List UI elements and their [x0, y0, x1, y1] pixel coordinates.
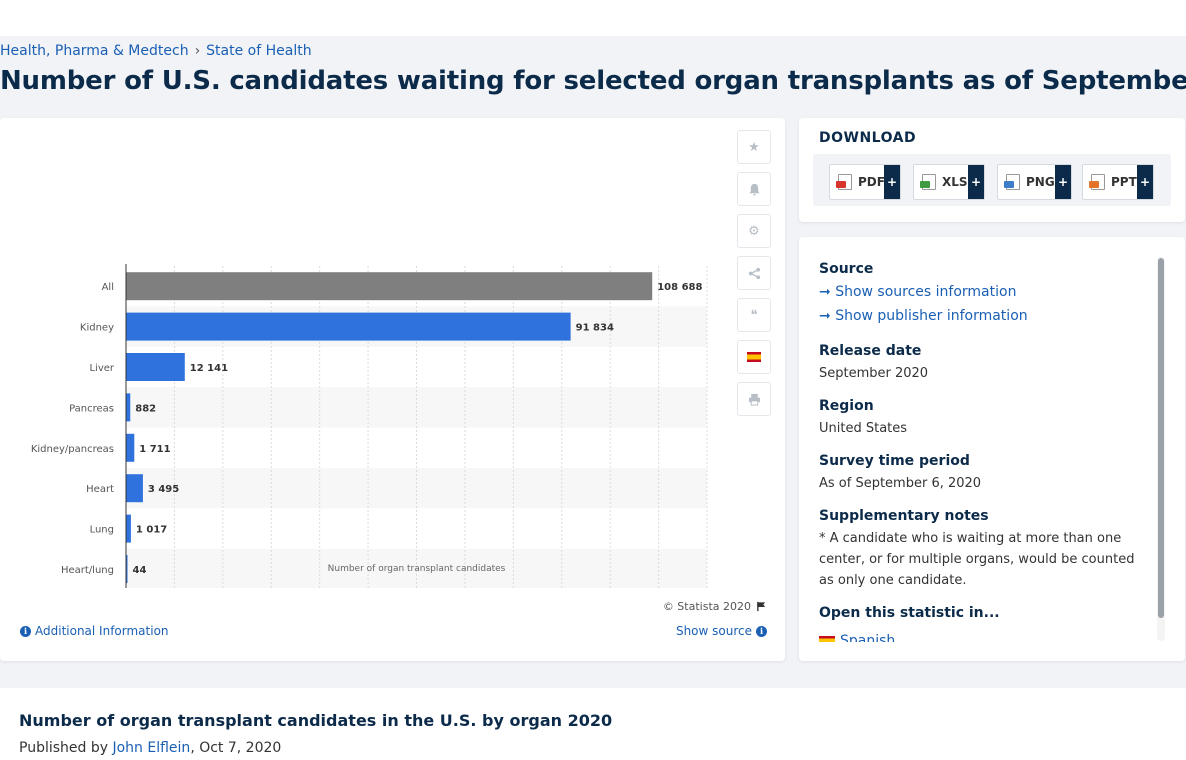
additional-information-label: Additional Information	[35, 624, 169, 638]
bar-heart-lung	[126, 555, 128, 583]
download-xls-button[interactable]: XLS +	[913, 164, 985, 200]
category-label: Kidney/pancreas	[31, 444, 114, 455]
release-date-heading: Release date	[819, 343, 922, 359]
download-card: DOWNLOAD PDF + XLS + PNG + PPT +	[799, 118, 1185, 222]
pdf-label: PDF	[858, 175, 885, 189]
supplementary-notes-value: * A candidate who is waiting at more tha…	[819, 531, 1135, 588]
plus-icon: +	[884, 165, 900, 199]
category-label: Pancreas	[69, 403, 114, 414]
region-heading: Region	[819, 398, 874, 414]
category-label: Heart	[86, 484, 114, 495]
credit-text: © Statista 2020	[662, 600, 751, 613]
category-label: Kidney	[80, 323, 114, 334]
bar-chart: 108 688 All 91 834 Kidney 12 141 Liver 882 Panc…	[31, 264, 708, 588]
bar-heart	[126, 474, 143, 503]
flag-icon	[757, 601, 766, 612]
flag-spain-icon[interactable]	[737, 340, 771, 374]
additional-information-link[interactable]: i Additional Information	[20, 624, 169, 638]
plus-icon: +	[968, 165, 984, 199]
bar-value-label: 3 495	[148, 484, 179, 495]
category-label: Lung	[90, 525, 114, 536]
page-title: Number of U.S. candidates waiting for se…	[0, 66, 1186, 96]
survey-period-value: As of September 6, 2020	[819, 476, 982, 491]
bar-value-label: 108 688	[657, 282, 702, 293]
bell-icon[interactable]	[737, 172, 771, 206]
published-date: , Oct 7, 2020	[190, 740, 282, 756]
survey-period-heading: Survey time period	[819, 453, 970, 469]
statista-credit[interactable]: © Statista 2020	[663, 600, 767, 613]
download-title: DOWNLOAD	[819, 130, 917, 146]
arrow-right-icon: ➞	[819, 308, 836, 324]
bar-value-label: 91 834	[576, 323, 614, 334]
chart-card: 108 688 All 91 834 Kidney 12 141 Liver 882 Panc…	[0, 118, 785, 661]
show-sources-label: Show sources information	[835, 284, 1017, 300]
related-statistic: Number of organ transplant candidates in…	[0, 688, 1186, 760]
show-source-link[interactable]: Show source i	[676, 624, 767, 638]
flag-spain-icon	[819, 635, 835, 642]
download-buttons: PDF + XLS + PNG + PPT +	[813, 154, 1171, 206]
show-publisher-link[interactable]: ➞ Show publisher information	[819, 308, 1028, 324]
open-statistic-heading: Open this statistic in...	[819, 605, 1000, 621]
bar-value-label: 1 711	[139, 444, 170, 455]
breadcrumb: Health, Pharma & Medtech › State of Health	[0, 43, 312, 59]
show-source-label: Show source	[675, 624, 752, 638]
related-title[interactable]: Number of organ transplant candidates in…	[19, 711, 613, 730]
share-icon[interactable]	[737, 256, 771, 290]
source-heading: Source	[819, 261, 874, 277]
info-icon: i	[20, 625, 31, 637]
bar-kidney	[126, 312, 571, 341]
published-line: Published by John Elflein, Oct 7, 2020	[19, 740, 281, 756]
release-date-value: September 2020	[819, 366, 929, 381]
print-icon[interactable]	[737, 382, 771, 416]
bar-all	[126, 272, 653, 301]
category-label: Heart/lung	[61, 565, 114, 576]
plus-icon: +	[1055, 165, 1071, 199]
pdf-file-icon	[836, 174, 852, 190]
bar-liver	[126, 353, 185, 381]
author-link[interactable]: John Elflein	[112, 740, 191, 756]
png-file-icon	[1004, 174, 1020, 190]
breadcrumb-item-health[interactable]: Health, Pharma & Medtech	[0, 43, 189, 59]
bar-value-label: 44	[133, 565, 147, 576]
category-label: All	[102, 282, 114, 293]
published-prefix: Published by	[19, 740, 109, 756]
info-icon: i	[756, 625, 767, 637]
arrow-right-icon: ➞	[819, 284, 836, 300]
breadcrumb-item-state-of-health[interactable]: State of Health	[206, 43, 312, 59]
chart-tools: ★ ⚙ ❝	[737, 130, 771, 424]
details-content: Source ➞ Show sources information ➞ Show…	[819, 237, 1149, 642]
bar-lung	[126, 514, 131, 543]
bar-kidney-pancreas	[126, 433, 135, 462]
plus-icon: +	[1137, 165, 1153, 199]
x-axis-title: Number of organ transplant candidates	[328, 564, 506, 574]
bar-value-label: 1 017	[136, 525, 167, 536]
ppt-label: PPT	[1111, 175, 1137, 189]
open-in-spanish-label: Spanish	[840, 633, 896, 642]
xls-file-icon	[920, 174, 936, 190]
bar-value-label: 12 141	[190, 363, 228, 374]
top-bar	[0, 0, 1186, 36]
bar-value-label: 882	[135, 403, 156, 414]
download-ppt-button[interactable]: PPT +	[1082, 164, 1154, 200]
supplementary-notes-heading: Supplementary notes	[819, 508, 989, 524]
download-png-button[interactable]: PNG +	[997, 164, 1072, 200]
ppt-file-icon	[1089, 174, 1105, 190]
show-publisher-label: Show publisher information	[835, 308, 1028, 324]
quote-icon[interactable]: ❝	[737, 298, 771, 332]
xls-label: XLS	[942, 175, 968, 189]
show-sources-link[interactable]: ➞ Show sources information	[819, 284, 1016, 300]
png-label: PNG	[1026, 175, 1055, 189]
region-value: United States	[819, 421, 908, 436]
open-in-spanish-link[interactable]: Spanish	[819, 633, 895, 642]
gear-icon[interactable]: ⚙	[737, 214, 771, 248]
details-scrollbar[interactable]	[1157, 257, 1165, 641]
download-pdf-button[interactable]: PDF +	[829, 164, 901, 200]
breadcrumb-separator: ›	[194, 43, 201, 59]
star-icon[interactable]: ★	[737, 130, 771, 164]
bar-pancreas	[126, 393, 131, 422]
scrollbar-thumb[interactable]	[1158, 258, 1164, 618]
category-label: Liver	[89, 363, 114, 374]
details-card: Source ➞ Show sources information ➞ Show…	[799, 237, 1185, 661]
